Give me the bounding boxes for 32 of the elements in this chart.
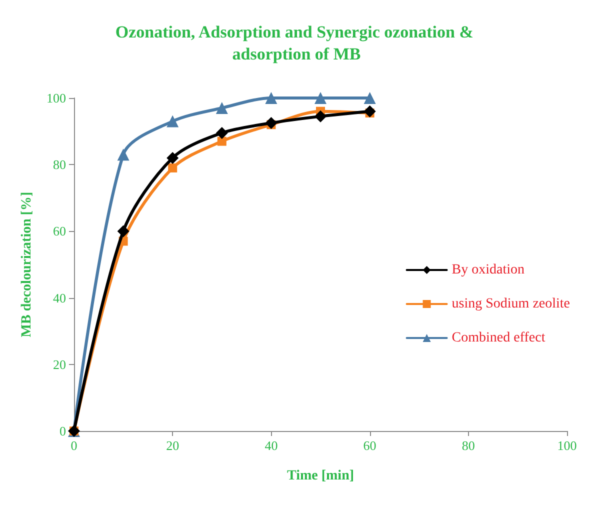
point bbox=[117, 148, 130, 161]
x-axis-title: Time [min] bbox=[286, 468, 354, 484]
legend-label: Combined effect bbox=[452, 330, 546, 346]
point bbox=[265, 116, 278, 129]
point bbox=[314, 92, 326, 104]
chart-title: Ozonation, Adsorption and Synergic ozonation & adsorption of MB bbox=[115, 22, 478, 64]
y-tick-label: 60 bbox=[53, 224, 66, 239]
y-tick-label: 40 bbox=[53, 290, 66, 306]
point bbox=[314, 110, 326, 122]
point bbox=[265, 92, 278, 104]
point bbox=[117, 225, 130, 238]
point bbox=[166, 115, 179, 128]
y-axis-title: MB decolourization [%] bbox=[20, 192, 34, 338]
y-tick-label: 100 bbox=[46, 90, 66, 106]
y-tick-label: 80 bbox=[53, 157, 66, 172]
x-tick-label: 60 bbox=[363, 438, 376, 453]
y-tick-label: 20 bbox=[53, 356, 66, 372]
point bbox=[217, 136, 226, 146]
x-tick-label: 0 bbox=[70, 438, 78, 453]
point bbox=[166, 152, 179, 164]
point bbox=[364, 92, 376, 104]
point bbox=[216, 102, 228, 114]
x-tick-label: 40 bbox=[264, 438, 278, 453]
y-tick-label: 0 bbox=[60, 424, 66, 438]
point bbox=[216, 126, 228, 139]
legend-label: using Sodium zeolite bbox=[452, 296, 570, 312]
legend-label: By oxidation bbox=[452, 262, 525, 278]
point bbox=[364, 105, 376, 118]
x-tick-label: 20 bbox=[166, 438, 180, 453]
x-tick-label: 100 bbox=[557, 438, 577, 453]
point bbox=[168, 163, 178, 172]
x-tick-label: 80 bbox=[462, 438, 475, 453]
